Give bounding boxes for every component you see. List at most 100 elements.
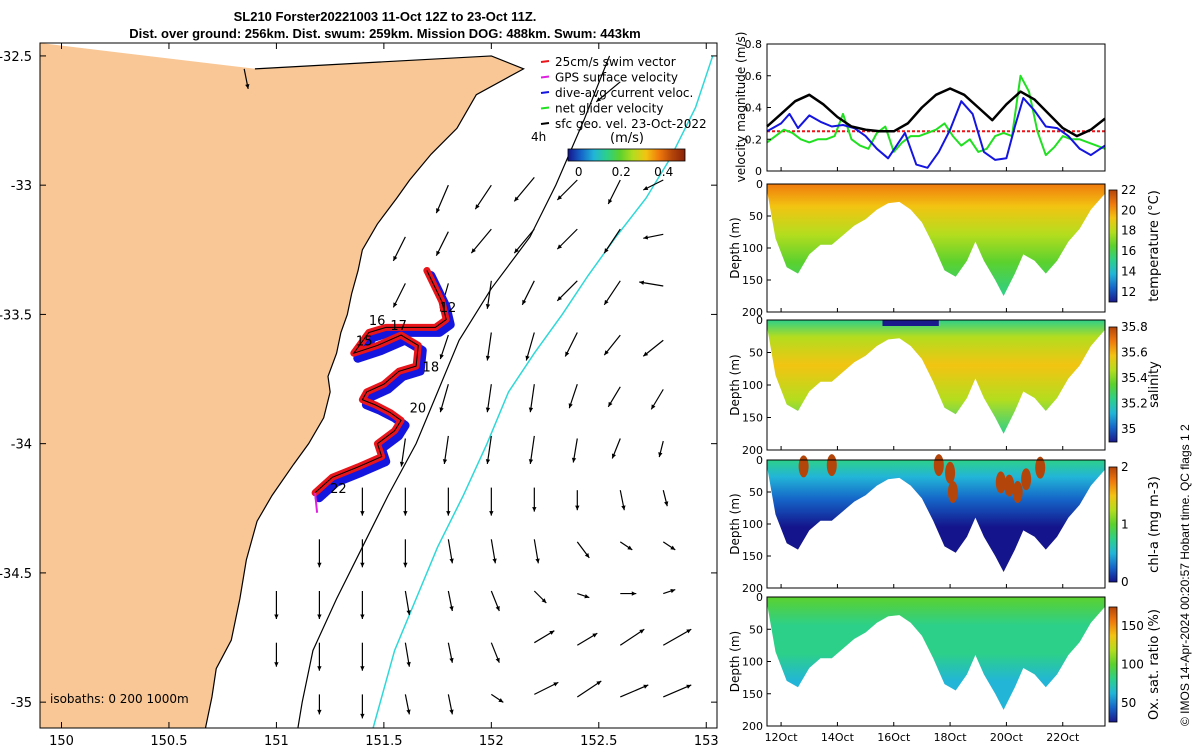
y-tick-label: 200 — [742, 306, 763, 319]
y-tick-label: 100 — [742, 518, 763, 531]
current-vector-head — [439, 407, 444, 413]
current-vector-head — [514, 196, 519, 202]
y-tick-label: 200 — [742, 582, 763, 595]
day-label: 20 — [410, 402, 427, 417]
y-tick-label: 0.6 — [745, 70, 763, 83]
x-tick-label: 18Oct — [934, 731, 968, 744]
current-vector-head — [565, 351, 570, 357]
y-tick-label: -35 — [11, 696, 32, 711]
colorbar-tick-label: 50 — [1121, 696, 1136, 710]
current-vector-head — [406, 610, 411, 615]
x-tick-label: 152.5 — [580, 734, 617, 749]
coastline — [204, 55, 525, 728]
chl-maximum-patch — [933, 454, 944, 477]
current-vector-head — [584, 552, 590, 558]
x-tick-label: 153 — [694, 734, 719, 749]
current-vector-head — [485, 459, 491, 464]
current-vector-head — [528, 459, 534, 464]
current-vector-head — [449, 606, 454, 611]
gps-surface-velocity — [314, 492, 319, 513]
current-vector-head — [449, 657, 454, 663]
current-vector-head — [475, 204, 480, 210]
y-tick-label: -34 — [11, 438, 32, 453]
colorbar-tick-label: 0.4 — [654, 165, 673, 179]
current-vector-head — [449, 709, 454, 715]
day-label: 22 — [330, 482, 347, 497]
y-tick-label: -33.5 — [0, 308, 32, 323]
current-vector — [513, 228, 535, 254]
legend-note: 4h — [531, 130, 546, 144]
x-tick-label: 150.5 — [150, 734, 187, 749]
current-vector-head — [604, 350, 609, 356]
x-tick-label: 152 — [479, 734, 504, 749]
section-colorbar — [1108, 466, 1118, 583]
current-vector-head — [360, 511, 365, 516]
day-label: 12 — [440, 301, 457, 316]
colorbar-label: chl-a (mg m-3) — [1147, 476, 1162, 573]
colorbar-tick-label: 0.2 — [612, 165, 631, 179]
current-vector — [474, 184, 492, 210]
current-vector-head — [532, 507, 537, 512]
current-vector-head — [489, 511, 494, 516]
colorbar-tick-label: 0 — [575, 165, 583, 179]
y-tick-label: 150 — [742, 550, 763, 563]
y-tick-label: 150 — [742, 274, 763, 287]
current-vector — [603, 228, 621, 254]
current-vector-head — [604, 248, 609, 254]
current-vector-head — [439, 354, 444, 360]
y-tick-label: 0.8 — [745, 38, 763, 51]
current-vector-head — [449, 558, 454, 564]
chl-maximum-patch — [1004, 474, 1015, 497]
chl-maximum-patch — [798, 455, 809, 478]
isobath-200 — [297, 55, 611, 728]
current-vector — [556, 179, 578, 201]
current-vector — [663, 684, 692, 698]
current-vector-head — [403, 562, 408, 568]
section-ylabel: Depth (m) — [728, 631, 742, 692]
current-vector — [439, 384, 449, 413]
chl-maximum-patch — [945, 461, 956, 484]
x-tick-label: 151.5 — [365, 734, 402, 749]
current-vector-head — [485, 304, 491, 309]
current-vector-head — [360, 713, 365, 719]
chl-maximum-patch — [826, 454, 837, 477]
current-vector-head — [317, 562, 322, 568]
current-vector-head — [553, 682, 559, 687]
legend-label: GPS surface velocity — [555, 71, 678, 85]
colorbar-tick-label: 12 — [1121, 285, 1136, 299]
legend-swatch — [540, 91, 550, 94]
current-vector-head — [596, 680, 602, 686]
current-vector-head — [631, 591, 637, 596]
current-vector-head — [360, 614, 365, 619]
y-tick-label: 100 — [742, 656, 763, 669]
current-vector-head — [528, 407, 534, 413]
current-vector-head — [446, 511, 451, 516]
colorbar-tick-label: 35.8 — [1121, 320, 1148, 334]
current-vector-head — [535, 558, 540, 564]
current-vector-head — [557, 244, 563, 250]
land-area — [40, 43, 524, 728]
y-tick-label: 150 — [742, 688, 763, 701]
legend-label: sfc geo. vel. 23-Oct-2022 — [555, 117, 707, 131]
current-vector-head — [498, 698, 504, 703]
current-vector-head — [658, 452, 663, 458]
current-vector-head — [393, 255, 398, 261]
current-vector-head — [549, 630, 555, 635]
velocity-ylabel: velocity magnitude (m/s) — [734, 32, 748, 183]
chl-maximum-patch — [995, 471, 1006, 494]
current-vector-head — [651, 404, 656, 410]
current-vector-head — [592, 633, 598, 638]
colorbar-tick-label: 35.6 — [1121, 346, 1148, 360]
current-vector-head — [686, 684, 692, 689]
current-vector — [662, 628, 692, 646]
y-tick-label: 0 — [756, 178, 763, 191]
current-vector-head — [643, 351, 649, 357]
current-vector — [556, 228, 578, 250]
x-tick-label: 151 — [264, 734, 289, 749]
current-vector-head — [317, 666, 322, 671]
current-vector-head — [317, 614, 322, 619]
map-colorbar — [567, 148, 686, 162]
current-vector-head — [608, 401, 613, 407]
current-vector-head — [639, 629, 645, 634]
current-vector-head — [643, 235, 649, 240]
